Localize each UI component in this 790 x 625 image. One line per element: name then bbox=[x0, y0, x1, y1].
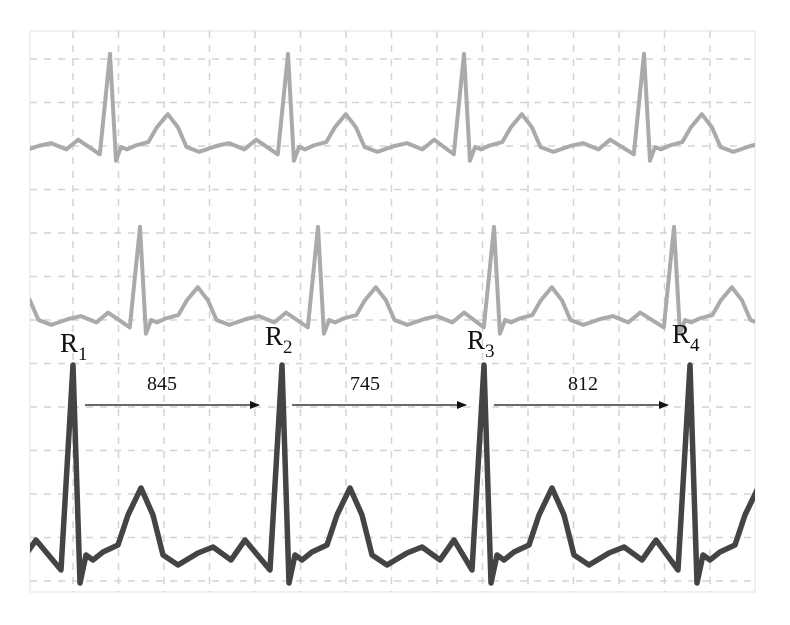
peak-label-r3: R3 bbox=[467, 325, 495, 362]
interval-label-1: 845 bbox=[147, 373, 177, 395]
ecg-trace-bottom bbox=[30, 362, 755, 586]
ecg-trace-top bbox=[30, 51, 755, 163]
ecg-trace-middle bbox=[30, 224, 755, 336]
svg-text:R1: R1 bbox=[60, 328, 88, 365]
svg-text:R2: R2 bbox=[265, 321, 293, 358]
peak-label-r2: R2 bbox=[265, 321, 293, 358]
interval-label-3: 812 bbox=[568, 373, 598, 395]
svg-text:R4: R4 bbox=[672, 319, 700, 356]
peak-label-r4: R4 bbox=[672, 319, 700, 356]
svg-text:R3: R3 bbox=[467, 325, 495, 362]
interval-label-2: 745 bbox=[350, 373, 380, 395]
peak-label-r1: R1 bbox=[60, 328, 88, 365]
